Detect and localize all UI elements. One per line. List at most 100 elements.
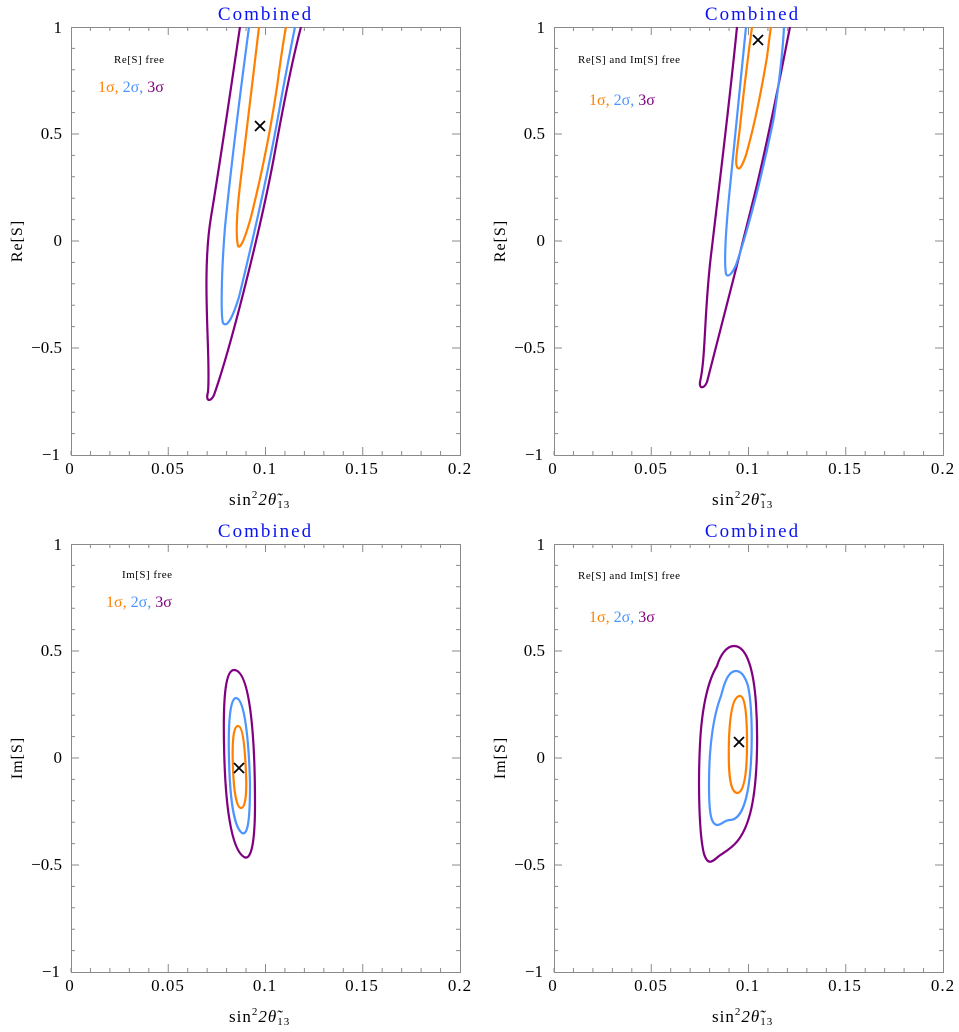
legend-3sigma: 3σ — [638, 92, 655, 109]
xtick-0.15: 0.15 — [828, 459, 862, 478]
ytick-0: 0 — [536, 231, 546, 250]
annotation-text: Re[S] free — [114, 54, 165, 66]
xtick-0.15: 0.15 — [345, 976, 379, 995]
legend: 1σ, 2σ, 3σ — [589, 609, 655, 627]
legend-2sigma: 2σ, — [122, 79, 144, 96]
ytick--0.5: −0.5 — [514, 338, 545, 357]
xlabel-sin: sin — [229, 1007, 252, 1026]
xlabel-sup: 2 — [251, 1006, 259, 1018]
y-axis-label: Re[S] — [9, 219, 26, 263]
panel-bottom-left: Combined Im[S] free 1σ, 2σ, 3σ 1 0.5 0 — [0, 517, 479, 1032]
ytick-0.5: 0.5 — [40, 124, 62, 143]
xtick-0.1: 0.1 — [252, 459, 278, 478]
xtick-0: 0 — [548, 976, 558, 995]
x-axis-label: sin22θ̃13 — [712, 489, 773, 511]
legend-3sigma: 3σ — [155, 594, 172, 611]
xtick-0.05: 0.05 — [151, 976, 185, 995]
xlabel-sub: 13 — [760, 1016, 774, 1028]
plot-area — [553, 26, 943, 455]
best-fit-marker — [254, 120, 266, 132]
xtick-0.2: 0.2 — [930, 976, 956, 995]
xlabel-sin: sin — [712, 1007, 735, 1026]
contour-3sigma — [205, 26, 303, 401]
contour-2sigma — [707, 669, 753, 827]
xtick-0.15: 0.15 — [828, 976, 862, 995]
contour-1sigma — [735, 26, 773, 170]
panel-top-right: Combined Re[S] and Im[S] free 1σ, 2σ, 3σ… — [483, 0, 959, 515]
xlabel-theta: 2θ̃ — [258, 490, 278, 509]
xlabel-sub: 13 — [760, 499, 774, 511]
ytick--1: −1 — [524, 962, 543, 981]
xtick-0.2: 0.2 — [930, 459, 956, 478]
ytick--0.5: −0.5 — [31, 855, 62, 874]
panel-bottom-right: Combined Re[S] and Im[S] free 1σ, 2σ, 3σ… — [483, 517, 959, 1032]
contour-3sigma — [697, 644, 759, 863]
x-axis-label: sin22θ̃13 — [229, 1006, 290, 1028]
legend-1sigma: 1σ, — [589, 92, 610, 109]
panel-title: Combined — [704, 4, 801, 25]
best-fit-marker — [233, 762, 245, 774]
legend: 1σ, 2σ, 3σ — [98, 79, 164, 97]
xtick-0.15: 0.15 — [345, 459, 379, 478]
xtick-0.05: 0.05 — [634, 976, 668, 995]
xlabel-sin: sin — [712, 490, 735, 509]
ytick-0.5: 0.5 — [523, 124, 545, 143]
x-axis-label: sin22θ̃13 — [229, 489, 290, 511]
best-fit-marker — [733, 736, 745, 748]
y-axis-label: Im[S] — [492, 736, 509, 780]
axis-ticks — [553, 27, 943, 455]
xtick-0.1: 0.1 — [252, 976, 278, 995]
legend-3sigma: 3σ — [638, 609, 655, 626]
xtick-0.1: 0.1 — [735, 459, 761, 478]
contour-3sigma — [698, 26, 792, 389]
ytick--1: −1 — [524, 445, 543, 464]
contour-2sigma — [220, 26, 297, 326]
axis-ticks — [70, 27, 460, 455]
panel-title: Combined — [217, 4, 314, 25]
contour-2sigma — [724, 26, 786, 277]
annotation-text: Re[S] and Im[S] free — [578, 54, 681, 66]
xtick-0: 0 — [65, 459, 75, 478]
legend: 1σ, 2σ, 3σ — [589, 92, 655, 110]
y-axis-label: Im[S] — [9, 736, 26, 780]
best-fit-marker — [752, 34, 764, 46]
legend-3sigma: 3σ — [147, 79, 164, 96]
ytick-1: 1 — [536, 18, 546, 37]
xlabel-theta: 2θ̃ — [741, 490, 761, 509]
ytick-1: 1 — [536, 535, 546, 554]
contour-2sigma — [227, 696, 252, 835]
ytick--0.5: −0.5 — [514, 855, 545, 874]
xlabel-sup: 2 — [734, 489, 742, 501]
contour-1sigma — [231, 724, 248, 810]
annotation-text: Im[S] free — [122, 569, 173, 581]
xlabel-theta: 2θ̃ — [741, 1007, 761, 1026]
legend: 1σ, 2σ, 3σ — [106, 594, 172, 612]
xlabel-sin: sin — [229, 490, 252, 509]
xtick-0.05: 0.05 — [151, 459, 185, 478]
annotation-text: Re[S] and Im[S] free — [578, 570, 681, 582]
axis-ticks — [553, 544, 943, 972]
legend-2sigma: 2σ, — [130, 594, 152, 611]
panel-title: Combined — [704, 521, 801, 542]
xtick-0.1: 0.1 — [735, 976, 761, 995]
xtick-0.05: 0.05 — [634, 459, 668, 478]
legend-2sigma: 2σ, — [613, 92, 635, 109]
xlabel-sup: 2 — [734, 1006, 742, 1018]
plot-area — [70, 26, 460, 455]
ytick-0: 0 — [53, 231, 63, 250]
contour-1sigma — [727, 694, 749, 795]
ytick-0.5: 0.5 — [40, 641, 62, 660]
ytick-0: 0 — [536, 748, 546, 767]
contour-3sigma — [222, 668, 257, 859]
ytick-0.5: 0.5 — [523, 641, 545, 660]
legend-1sigma: 1σ, — [106, 594, 127, 611]
legend-2sigma: 2σ, — [613, 609, 635, 626]
legend-1sigma: 1σ, — [589, 609, 610, 626]
ytick-1: 1 — [53, 535, 63, 554]
x-axis-label: sin22θ̃13 — [712, 1006, 773, 1028]
ytick-1: 1 — [53, 18, 63, 37]
panel-title: Combined — [217, 521, 314, 542]
panel-top-left: Combined Re[S] free 1σ, 2σ, 3σ — [0, 0, 479, 515]
ytick--1: −1 — [41, 962, 60, 981]
xlabel-theta: 2θ̃ — [258, 1007, 278, 1026]
